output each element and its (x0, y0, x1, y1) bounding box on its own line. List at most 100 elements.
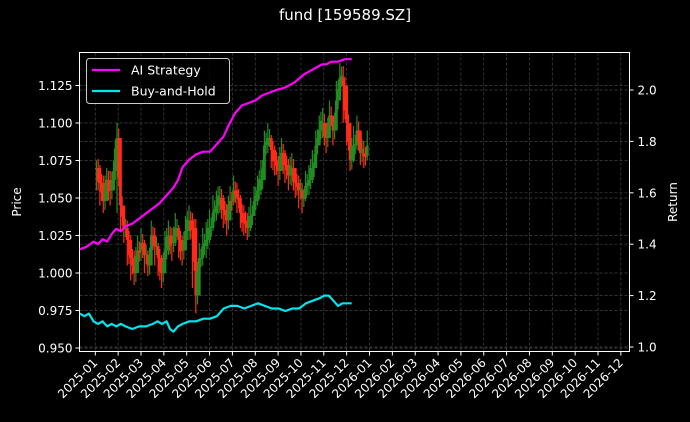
candle-body (124, 228, 127, 229)
candle-body (175, 228, 179, 229)
candle-body (237, 198, 241, 200)
candle-body (262, 145, 266, 180)
candle-body (343, 85, 347, 111)
candle-body (321, 123, 325, 131)
candle-body (280, 153, 283, 171)
candle-body (357, 130, 361, 142)
candle-body (326, 126, 330, 138)
candle-body (276, 160, 280, 171)
candle-body (302, 198, 306, 199)
candle-body (228, 201, 232, 221)
candle-body (346, 123, 350, 142)
candle-body (117, 138, 121, 178)
plot-frame (79, 52, 630, 352)
candle-body (310, 168, 314, 180)
candle-body (105, 180, 109, 201)
right-tick-label: 1.8 (638, 135, 657, 149)
candle-body (146, 255, 150, 266)
candle-body (161, 261, 165, 273)
candle-body (196, 270, 199, 296)
candle-body (172, 235, 175, 243)
candle-body (286, 165, 290, 176)
candle-body (103, 184, 107, 201)
candle-body (177, 228, 181, 240)
candle-body (264, 141, 268, 146)
left-tick-label: 1.000 (38, 267, 72, 281)
candle-body (96, 168, 100, 182)
candle-body (288, 165, 292, 176)
candle-body (113, 148, 117, 171)
return-lines (79, 58, 352, 333)
legend-box (86, 58, 230, 104)
candle-body (218, 198, 222, 206)
right-tick-label: 1.4 (638, 238, 657, 252)
candle-body (115, 138, 119, 171)
candle-body (122, 205, 126, 228)
candle-body (170, 235, 174, 243)
candle-body (201, 246, 205, 258)
candle-body (259, 180, 263, 191)
candle-body (156, 246, 160, 258)
candle-body (314, 145, 318, 168)
candle-body (293, 168, 297, 183)
legend-buy-and-hold-label: Buy-and-Hold (131, 84, 216, 99)
candle-body (95, 168, 98, 169)
left-tick-label: 1.100 (38, 117, 72, 131)
candle-body (211, 213, 215, 228)
candle-body (192, 228, 196, 262)
candle-body (180, 240, 184, 251)
left-tick-label: 1.125 (38, 79, 72, 93)
candle-body (256, 190, 259, 201)
candle-body (257, 179, 261, 191)
candle-body (316, 138, 319, 146)
left-tick-label: 0.950 (38, 342, 72, 356)
candle-body (345, 85, 349, 123)
candle-body (148, 256, 151, 266)
candle-body (273, 150, 277, 161)
candle-body (240, 213, 244, 223)
candle-body (254, 195, 258, 201)
candle-body (338, 78, 342, 101)
candlestick-series (95, 63, 369, 314)
candle-body (182, 240, 186, 251)
candle-body (353, 144, 357, 146)
candle-body (197, 258, 201, 296)
candle-body (149, 235, 153, 266)
candle-body (304, 186, 307, 198)
candle-body (331, 115, 335, 131)
candle-body (179, 240, 182, 252)
left-tick-label: 1.025 (38, 229, 72, 243)
candle-body (144, 254, 148, 256)
chart-title: fund [159589.SZ] (278, 6, 412, 24)
candle-body (153, 235, 157, 246)
candle-body (110, 180, 114, 191)
candle-body (127, 240, 131, 255)
candle-body (185, 219, 189, 231)
candle-body (319, 120, 323, 131)
candle-body (261, 168, 265, 180)
candle-body (120, 205, 124, 217)
candle-body (285, 165, 289, 171)
candle-body (189, 220, 193, 231)
candle-body (129, 240, 133, 258)
candle-body (136, 250, 139, 273)
candle-body (220, 198, 223, 210)
candle-body (101, 183, 105, 201)
candle-body (235, 190, 239, 198)
candle-body (245, 220, 249, 228)
candle-body (247, 216, 251, 228)
ai-strategy-line (79, 58, 352, 251)
candle-body (194, 228, 198, 296)
candle-body (322, 123, 326, 137)
candle-body (227, 204, 230, 221)
left-tick-label: 0.975 (38, 304, 72, 318)
candle-body (312, 162, 316, 168)
candle-body (137, 250, 141, 253)
candle-body (199, 258, 203, 259)
candle-body (300, 190, 304, 198)
candle-body (160, 258, 163, 273)
candle-body (141, 243, 145, 249)
candle-body (297, 183, 301, 191)
candle-body (348, 123, 352, 161)
candle-body (317, 130, 321, 146)
